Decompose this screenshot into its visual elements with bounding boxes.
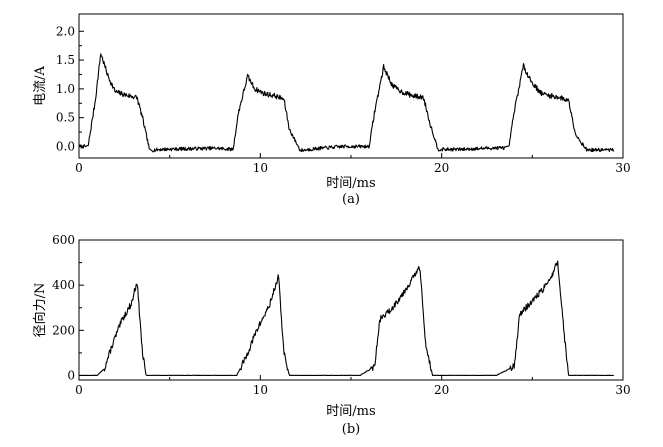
series-line	[78, 260, 614, 377]
y-tick-label: 0	[67, 368, 75, 382]
y-tick-labels-a: 0.0 0.5 1.0 1.5 2.0	[56, 24, 75, 153]
x-tick-label: 20	[434, 161, 449, 175]
x-tick-label: 0	[75, 161, 83, 175]
plot-frame-b	[78, 239, 624, 381]
x-tick-label: 10	[253, 383, 268, 397]
panel-caption-a: (a)	[342, 192, 360, 207]
x-tick-label: 30	[615, 161, 630, 175]
x-tick-label: 20	[434, 383, 449, 397]
series-group-a	[78, 53, 615, 153]
x-tick-labels-b: 0 10 20 30	[75, 383, 630, 397]
axis-ticks-b	[78, 239, 624, 380]
x-tick-labels-a: 0 10 20 30	[75, 161, 630, 175]
series-group-b	[78, 260, 614, 377]
x-axis-label-b: 时间/ms	[326, 404, 375, 419]
y-tick-label: 1.0	[56, 82, 75, 96]
x-tick-label: 30	[615, 383, 630, 397]
y-tick-label: 400	[52, 278, 75, 292]
chart-panel-b: 0 10 20 30 0 200 400 600 时间/ms (b) 径向力/N	[32, 233, 631, 437]
series-line	[78, 53, 615, 153]
y-tick-label: 0.5	[56, 111, 75, 125]
y-tick-label: 2.0	[56, 24, 75, 38]
y-axis-label-b: 径向力/N	[32, 283, 48, 338]
x-axis-label-a: 时间/ms	[326, 176, 375, 191]
y-tick-label: 200	[52, 323, 75, 337]
y-tick-label: 0.0	[56, 139, 75, 153]
chart-panel-a: 0 10 20 30 0.0 0.5 1.0 1.5 2.0 时间/ms (a) 电流/A	[33, 13, 631, 207]
y-tick-label: 1.5	[56, 53, 75, 67]
axis-ticks-a	[78, 30, 624, 158]
x-tick-label: 10	[253, 161, 268, 175]
y-axis-label-a: 电流/A	[33, 66, 48, 106]
y-tick-label: 600	[52, 233, 75, 247]
plot-frame-a	[78, 13, 624, 159]
panel-caption-b: (b)	[342, 422, 360, 437]
x-tick-label: 0	[75, 383, 83, 397]
y-tick-labels-b: 0 200 400 600	[52, 233, 75, 382]
